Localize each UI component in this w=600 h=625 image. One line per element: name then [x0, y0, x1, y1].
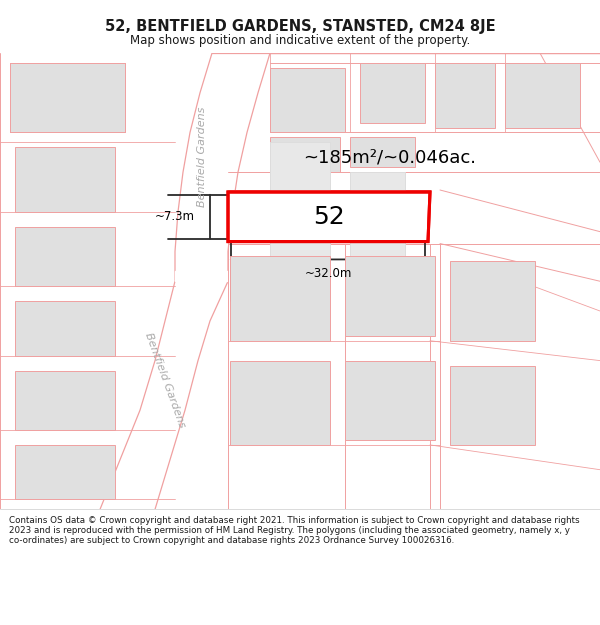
Text: Map shows position and indicative extent of the property.: Map shows position and indicative extent…: [130, 34, 470, 47]
Bar: [15, 227, 115, 286]
Bar: [350, 138, 415, 167]
Polygon shape: [175, 271, 228, 281]
Polygon shape: [100, 281, 228, 509]
Bar: [450, 261, 535, 341]
Bar: [15, 301, 115, 356]
Text: 52: 52: [313, 205, 345, 229]
Bar: [10, 63, 125, 132]
Polygon shape: [228, 192, 430, 242]
Bar: [15, 148, 115, 212]
Text: ~32.0m: ~32.0m: [304, 267, 352, 280]
Bar: [230, 256, 330, 341]
Bar: [15, 371, 115, 430]
Bar: [345, 256, 435, 336]
Bar: [450, 366, 535, 445]
Bar: [230, 361, 330, 445]
Bar: [270, 142, 330, 281]
Polygon shape: [228, 192, 430, 242]
Bar: [270, 138, 340, 172]
Bar: [505, 63, 580, 128]
Text: Contains OS data © Crown copyright and database right 2021. This information is : Contains OS data © Crown copyright and d…: [9, 516, 580, 546]
Text: Bentfield Gardens: Bentfield Gardens: [143, 332, 187, 429]
Bar: [360, 63, 425, 122]
Bar: [15, 445, 115, 499]
Text: 52, BENTFIELD GARDENS, STANSTED, CM24 8JE: 52, BENTFIELD GARDENS, STANSTED, CM24 8J…: [104, 19, 496, 34]
Bar: [345, 361, 435, 440]
Bar: [350, 172, 405, 281]
Bar: [435, 63, 495, 128]
Text: ~7.3m: ~7.3m: [155, 210, 195, 223]
Bar: [270, 68, 345, 132]
Polygon shape: [175, 53, 270, 281]
Text: ~185m²/~0.046ac.: ~185m²/~0.046ac.: [304, 148, 476, 166]
Text: Bentfield Gardens: Bentfield Gardens: [197, 107, 207, 208]
